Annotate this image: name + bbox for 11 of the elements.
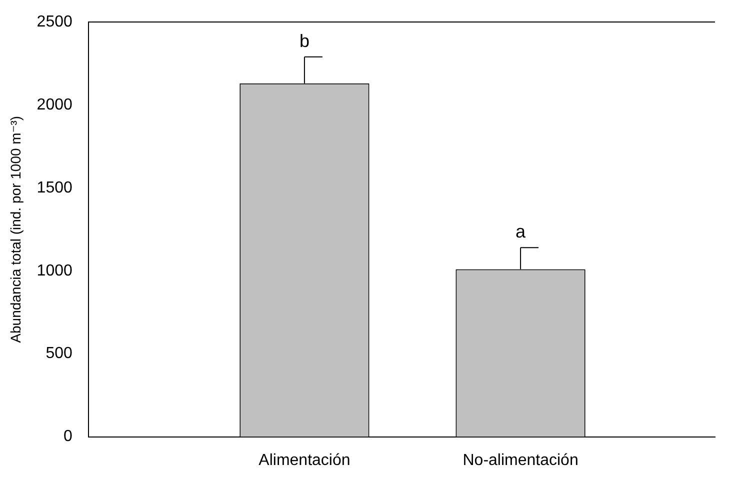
y-tick-label: 1000 <box>36 262 72 280</box>
y-tick-label: 2500 <box>36 13 72 30</box>
y-tick-label: 2000 <box>36 96 72 114</box>
y-tick-label: 0 <box>63 428 72 446</box>
annotation: a <box>516 222 527 242</box>
y-tick-label: 1500 <box>36 179 72 196</box>
x-tick-label: No-alimentación <box>462 452 578 469</box>
annotation: b <box>299 30 310 51</box>
y-tick-label: 500 <box>46 345 72 362</box>
x-tick-label: Alimentación <box>258 452 350 469</box>
y-axis-title: Abundancia total (ind. por 1000 m⁻³) <box>7 116 24 343</box>
